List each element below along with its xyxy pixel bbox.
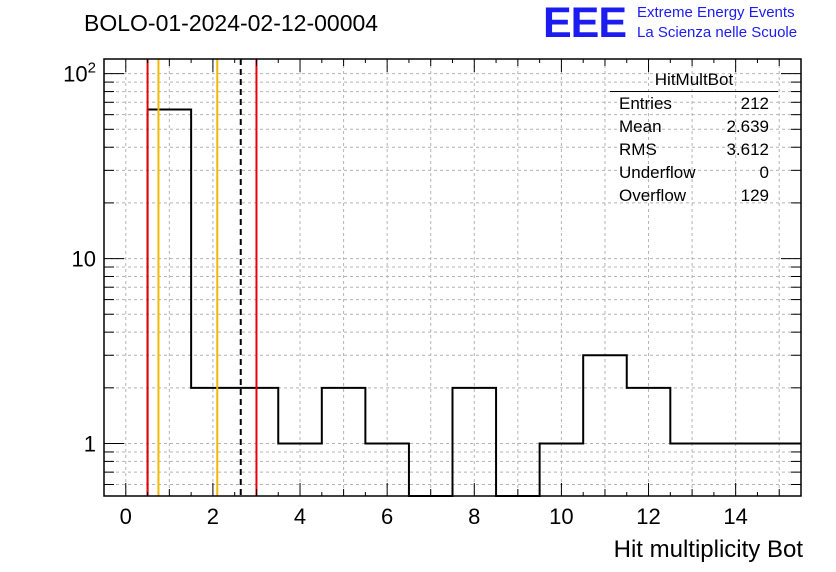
- stats-box: HitMultBot Entries 212 Mean 2.639 RMS 3.…: [610, 70, 778, 207]
- x-tick-label: 8: [468, 504, 480, 529]
- stats-value: 2.639: [726, 117, 769, 136]
- x-tick-label: 4: [294, 504, 306, 529]
- x-axis-label: Hit multiplicity Bot: [613, 536, 803, 563]
- stats-value: 129: [740, 186, 769, 205]
- stats-value: 3.612: [726, 140, 769, 159]
- stats-row-overflow: Overflow 129: [610, 184, 778, 207]
- y-tick-label: 102: [63, 60, 96, 87]
- stats-label: Mean: [619, 117, 662, 136]
- logo-mark: EEE: [543, 0, 627, 47]
- stats-row-entries: Entries 212: [610, 92, 778, 115]
- stats-row-underflow: Underflow 0: [610, 161, 778, 184]
- stats-value: 212: [740, 94, 769, 113]
- stats-label: Overflow: [619, 186, 687, 205]
- stats-label: Entries: [619, 94, 672, 113]
- logo-subtitle-2: La Scienza nelle Scuole: [637, 24, 798, 41]
- x-tick-label: 6: [381, 504, 393, 529]
- x-tick-label: 2: [207, 504, 219, 529]
- stats-label: RMS: [619, 140, 657, 159]
- plot-title: BOLO-01-2024-02-12-00004: [84, 10, 379, 36]
- stats-title: HitMultBot: [610, 70, 778, 92]
- y-tick-label: 10: [72, 247, 96, 272]
- y-tick-label: 1: [84, 431, 96, 456]
- x-tick-label: 0: [120, 504, 132, 529]
- logo-subtitle-1: Extreme Energy Events: [637, 4, 795, 21]
- stats-label: Underflow: [619, 163, 696, 182]
- stats-value: 0: [759, 163, 769, 182]
- x-tick-label: 12: [636, 504, 660, 529]
- x-tick-label: 14: [723, 504, 747, 529]
- x-tick-label: 10: [549, 504, 573, 529]
- stats-row-rms: RMS 3.612: [610, 138, 778, 161]
- stats-row-mean: Mean 2.639: [610, 115, 778, 138]
